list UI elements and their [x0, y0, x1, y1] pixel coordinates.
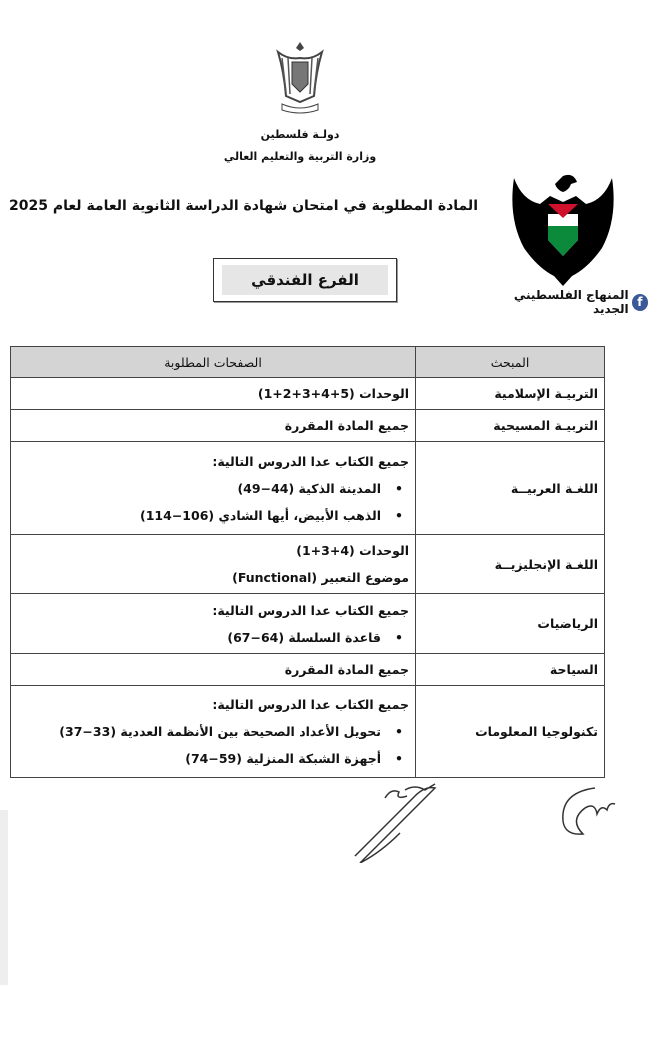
pages-line: موضوع التعبير (Functional) [232, 570, 409, 585]
ministry-name: وزارة التربية والتعليم العالي [223, 150, 377, 163]
subject-cell: السياحة [415, 653, 605, 686]
table-row: اللغـة الإنجليزيــة الوحدات (4+3+1) موضوع … [10, 534, 605, 594]
table-row: الرياضيات جميع الكتاب عدا الدروس التالية:… [10, 593, 605, 654]
excluded-lesson: قاعدة السلسلة (64−67) [17, 624, 409, 651]
excluded-lesson: المدينة الذكية (44−49) [17, 475, 409, 502]
excluded-lesson: تحويل الأعداد الصحيحة بين الأنظمة العددي… [17, 718, 409, 745]
pages-cell: الوحدات (4+3+1) موضوع التعبير (Functional… [10, 534, 416, 594]
palestine-emblem-icon [276, 42, 324, 114]
table-header-row: المبحث الصفحات المطلوبة [10, 346, 605, 378]
table-row: التربيـة الإسلامية الوحدات (5+4+3+2+1) [10, 377, 605, 410]
branch-label: الفرع الفندقي [222, 265, 388, 295]
table-row: التربيـة المسيحية جميع المادة المقررة [10, 409, 605, 442]
signature-1 [354, 783, 437, 863]
pages-line: الوحدات (5+4+3+2+1) [257, 386, 409, 401]
pages-line: جميع المادة المقررة [284, 418, 409, 433]
pages-cell: جميع الكتاب عدا الدروس التالية: قاعدة الس… [10, 593, 416, 654]
branch-box: الفرع الفندقي [213, 258, 397, 302]
table-row: السياحة جميع المادة المقررة [10, 653, 605, 686]
pages-cell: الوحدات (5+4+3+2+1) [10, 377, 416, 410]
facebook-icon: f [631, 293, 648, 311]
subject-cell: التربيـة الإسلامية [415, 377, 605, 410]
pages-cell: جميع المادة المقررة [10, 409, 416, 442]
subject-cell: اللغـة الإنجليزيــة [415, 534, 605, 594]
page-edge [0, 810, 8, 985]
subject-cell: تكنولوجيا المعلومات [415, 685, 605, 778]
subject-cell: الرياضيات [415, 593, 605, 654]
state-name: دولـة فلسطين [260, 128, 340, 141]
excluded-lesson: الذهب الأبيض، أيها الشادي (106−114) [17, 502, 409, 529]
document-title: المادة المطلوبة في امتحان شهادة الدراسة … [9, 198, 478, 214]
header-subject: المبحث [415, 346, 605, 378]
header-pages: الصفحات المطلوبة [10, 346, 416, 378]
brand-watermark: المنهاج الفلسطيني الجديد f [480, 288, 648, 316]
table-row: تكنولوجيا المعلومات جميع الكتاب عدا الدرو… [10, 685, 605, 778]
excluded-lesson: أجهزة الشبكة المنزلية (59−74) [17, 745, 409, 772]
pages-line: جميع المادة المقررة [284, 662, 409, 677]
pages-cell: جميع الكتاب عدا الدروس التالية: المدينة ا… [10, 441, 416, 535]
pages-line: جميع الكتاب عدا الدروس التالية: [212, 697, 409, 712]
pages-cell: جميع الكتاب عدا الدروس التالية: تحويل الأ… [10, 685, 416, 778]
eagle-logo-icon [512, 174, 614, 286]
pages-line: جميع الكتاب عدا الدروس التالية: [212, 453, 409, 469]
pages-line: الوحدات (4+3+1) [296, 543, 409, 558]
pages-cell: جميع المادة المقررة [10, 653, 416, 686]
pages-line: جميع الكتاب عدا الدروس التالية: [212, 602, 409, 618]
subject-cell: التربيـة المسيحية [415, 409, 605, 442]
subjects-table: المبحث الصفحات المطلوبة التربيـة الإسلام… [10, 346, 605, 778]
subject-cell: اللغـة العربيــة [415, 441, 605, 535]
brand-name: المنهاج الفلسطيني الجديد [513, 288, 629, 316]
table-row: اللغـة العربيــة جميع الكتاب عدا الدروس ا… [10, 441, 605, 535]
signature-2 [562, 787, 616, 835]
